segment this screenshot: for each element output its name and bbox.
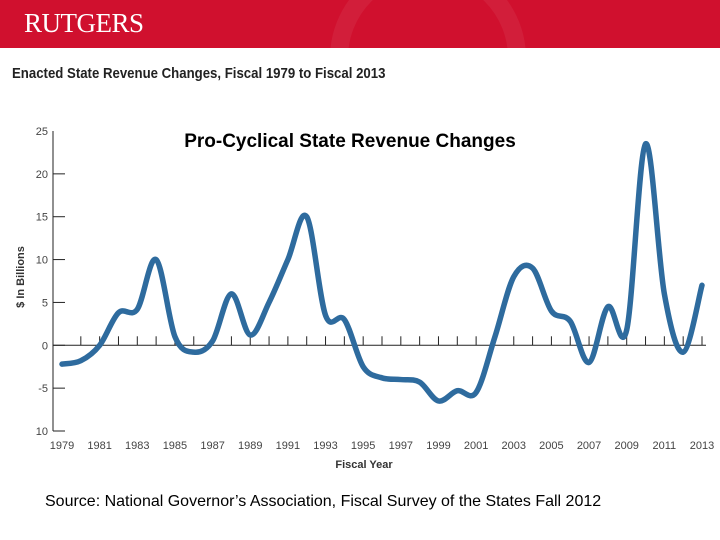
x-tick-label: 2009 (614, 440, 638, 452)
y-tick-label: 10 (36, 255, 48, 267)
series-line (59, 141, 705, 404)
x-tick-label: 1991 (276, 440, 300, 452)
x-tick-label: 1985 (163, 440, 187, 452)
x-tick-label: 1981 (87, 440, 111, 452)
y-tick-label: 20 (36, 169, 48, 181)
x-tick-label: 1979 (50, 440, 74, 452)
x-tick-label: 1983 (125, 440, 149, 452)
x-tick-label: 2003 (502, 440, 526, 452)
x-tick-label: 1997 (389, 440, 413, 452)
x-axis-label: Fiscal Year (335, 459, 393, 471)
y-tick-label: 10 (36, 426, 48, 438)
chart-title: Pro-Cyclical State Revenue Changes (184, 131, 516, 152)
x-tick-label: 2013 (690, 440, 714, 452)
x-tick-label: 2007 (577, 440, 601, 452)
rutgers-logo: RUTGERS (24, 8, 144, 38)
slide-title: Enacted State Revenue Changes, Fiscal 19… (12, 65, 386, 82)
x-tick-label: 1995 (351, 440, 375, 452)
y-tick-label: 15 (36, 212, 48, 224)
x-tick-label: 1993 (313, 440, 337, 452)
x-tick-label: 1989 (238, 440, 262, 452)
x-tick-label: 2011 (653, 440, 677, 452)
y-tick-label: -5 (38, 383, 48, 395)
y-tick-label: 0 (42, 340, 48, 352)
x-tick-label: 2001 (464, 440, 488, 452)
y-tick-label: 5 (42, 297, 48, 309)
x-tick-label: 1987 (200, 440, 224, 452)
x-tick-label: 1999 (426, 440, 450, 452)
source-note: Source: National Governor’s Association,… (45, 493, 602, 510)
y-tick-label: 25 (36, 126, 48, 138)
seal-watermark (330, 0, 526, 48)
header-banner: RUTGERS (0, 0, 720, 48)
x-tick-label: 2005 (539, 440, 563, 452)
y-axis-label: $ In Billions (15, 246, 27, 308)
